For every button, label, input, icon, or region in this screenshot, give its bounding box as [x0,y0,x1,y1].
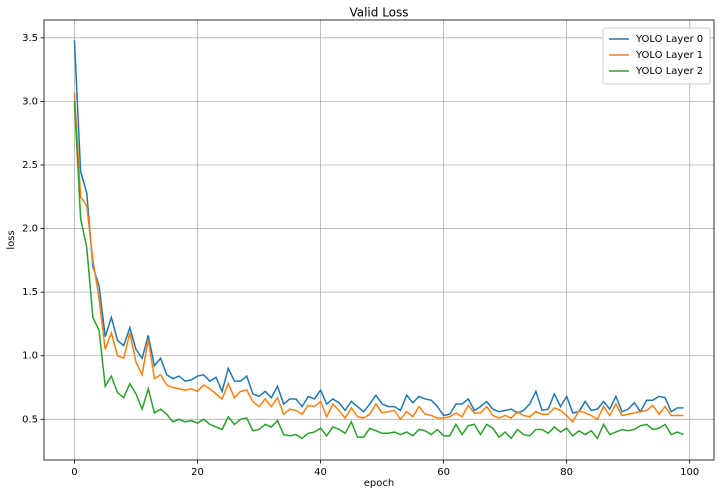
legend-label: YOLO Layer 2 [635,66,703,77]
legend-label: YOLO Layer 1 [635,50,703,61]
x-tick-label: 80 [560,467,573,478]
x-tick-label: 40 [314,467,327,478]
legend-label: YOLO Layer 0 [635,34,703,45]
x-axis-label: epoch [364,478,394,489]
x-tick-label: 0 [71,467,77,478]
x-tick-label: 60 [437,467,450,478]
x-tick-label: 100 [680,467,699,478]
series-line [73,40,684,417]
y-tick-label: 2.5 [22,160,38,171]
y-tick-label: 1.5 [22,287,38,298]
y-tick-label: 2.0 [22,224,38,235]
y-tick-label: 1.0 [22,351,38,362]
series-line [73,101,684,440]
chart-title: Valid Loss [349,6,408,20]
y-tick-label: 3.5 [22,33,38,44]
legend-box [602,27,711,85]
y-tick-label: 3.0 [22,96,38,107]
y-tick-label: 0.5 [22,414,38,425]
x-tick-label: 20 [191,467,204,478]
y-axis-label: loss [6,230,17,249]
series-line [73,92,684,424]
plot-frame [43,19,715,461]
